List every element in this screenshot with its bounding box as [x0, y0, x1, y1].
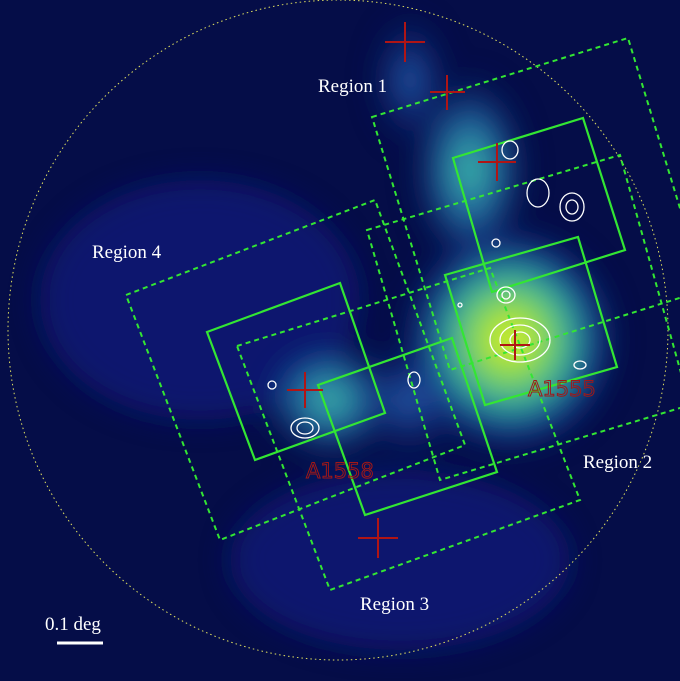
region-label: Region 4 [92, 242, 162, 263]
scale-label: 0.1 deg [45, 614, 101, 635]
cluster-label: A1558 [306, 459, 374, 483]
crosses [287, 22, 530, 558]
solid-regions [205, 116, 627, 517]
dashed-regions [124, 36, 680, 592]
region-label: Region 1 [318, 76, 387, 97]
emission [40, 10, 620, 650]
contours [267, 140, 587, 439]
region-label: Region 2 [583, 452, 652, 473]
region-label: Region 3 [360, 594, 429, 615]
cluster-label: A1555 [528, 377, 596, 401]
